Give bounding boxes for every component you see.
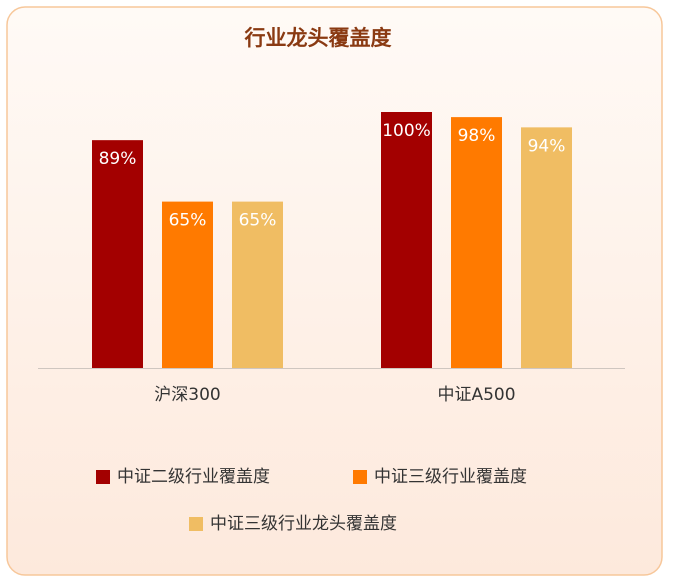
legend-swatch: [353, 470, 367, 484]
value-label: 100%: [382, 121, 431, 141]
legend-label: 中证三级行业覆盖度: [374, 467, 527, 487]
legend-swatch: [189, 517, 203, 531]
legend-label: 中证二级行业覆盖度: [117, 467, 270, 487]
value-label: 65%: [239, 211, 277, 231]
bar: [92, 140, 143, 368]
legend-label: 中证三级行业龙头覆盖度: [210, 514, 397, 534]
bar: [381, 112, 432, 368]
value-label: 94%: [528, 136, 566, 156]
bar: [232, 201, 283, 368]
value-label: 89%: [99, 149, 137, 169]
chart-title: 行业龙头覆盖度: [244, 26, 392, 50]
x-tick-label: 中证A500: [437, 385, 515, 405]
value-label: 65%: [169, 211, 207, 231]
bar: [162, 201, 213, 368]
value-label: 98%: [458, 126, 496, 146]
bar: [451, 117, 502, 369]
x-tick-label: 沪深300: [154, 385, 220, 405]
legend-swatch: [96, 470, 110, 484]
bar: [521, 127, 572, 368]
